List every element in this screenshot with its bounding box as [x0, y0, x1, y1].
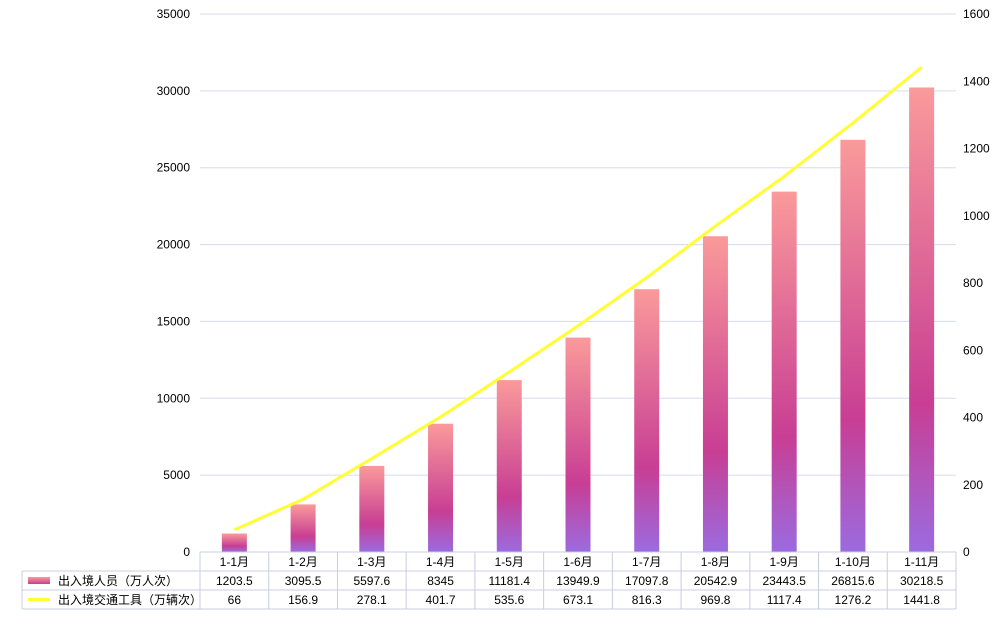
table-value-line: 673.1 [563, 593, 593, 607]
category-label: 1-11月 [904, 555, 939, 569]
category-label: 1-8月 [701, 555, 730, 569]
table-value-line: 1441.8 [903, 593, 940, 607]
bar [634, 289, 660, 552]
table-value-line: 1276.2 [835, 593, 872, 607]
table-value-line: 816.3 [632, 593, 662, 607]
bar [359, 465, 385, 552]
category-label: 1-5月 [495, 555, 524, 569]
table-value-line: 66 [228, 593, 242, 607]
right-tick-label: 1200 [963, 142, 990, 156]
table-value-bar: 26815.6 [831, 574, 875, 588]
left-tick-label: 30000 [157, 84, 191, 98]
table-value-bar: 13949.9 [556, 574, 600, 588]
right-tick-label: 800 [963, 276, 983, 290]
table-value-bar: 1203.5 [216, 574, 253, 588]
table-value-line: 535.6 [494, 593, 524, 607]
bar [221, 533, 247, 552]
category-label: 1-4月 [426, 555, 455, 569]
right-tick-label: 400 [963, 411, 983, 425]
bar [702, 236, 728, 553]
bar-series [221, 87, 935, 553]
left-tick-label: 35000 [157, 7, 191, 21]
table-value-bar: 23443.5 [762, 574, 806, 588]
bar [565, 337, 591, 552]
bar [840, 139, 866, 553]
table-value-bar: 30218.5 [900, 574, 944, 588]
right-tick-label: 1000 [963, 209, 990, 223]
left-tick-label: 10000 [157, 391, 191, 405]
category-label: 1-7月 [632, 555, 661, 569]
legend-key-bar [28, 577, 50, 584]
table-value-bar: 8345 [427, 574, 454, 588]
category-label: 1-10月 [835, 555, 871, 569]
table-value-bar: 11181.4 [488, 574, 530, 588]
line-series [233, 66, 923, 532]
category-label: 1-6月 [563, 555, 592, 569]
bar [909, 87, 935, 553]
left-tick-label: 25000 [157, 161, 191, 175]
right-tick-label: 0 [963, 545, 970, 559]
category-label: 1-1月 [220, 555, 249, 569]
data-table: 1-1月 1-2月 1-3月 1-4月 1-5月 1-6月 1-7月 1-8月 1-9月 1-10… [21, 551, 957, 610]
table-value-bar: 20542.9 [694, 574, 738, 588]
right-tick-label: 1600 [963, 7, 990, 21]
right-tick-label: 1400 [963, 74, 990, 88]
line-path [233, 66, 923, 532]
right-tick-label: 600 [963, 343, 983, 357]
bar [496, 380, 522, 552]
legend-label-bar: 出入境人员（万人次） [58, 573, 178, 588]
table-value-line: 1117.4 [767, 593, 802, 607]
table-value-line: 969.8 [700, 593, 730, 607]
table-value-line: 278.1 [357, 593, 387, 607]
table-value-bar: 3095.5 [285, 574, 322, 588]
table-value-line: 401.7 [426, 593, 456, 607]
category-label: 1-2月 [288, 555, 317, 569]
table-value-bar: 5597.6 [353, 574, 390, 588]
category-label: 1-9月 [770, 555, 799, 569]
left-tick-label: 15000 [157, 314, 191, 328]
left-tick-label: 20000 [157, 238, 191, 252]
table-value-bar: 17097.8 [625, 574, 669, 588]
bar [771, 191, 797, 553]
right-tick-label: 200 [963, 478, 983, 492]
category-label: 1-3月 [357, 555, 386, 569]
left-tick-label: 5000 [163, 468, 190, 482]
right-axis-ticks: 0 200 400 600 800 1000 1200 1400 1600 [963, 7, 990, 559]
bar [290, 504, 316, 552]
left-axis-ticks: 0 5000 10000 15000 20000 25000 30000 35000 [157, 7, 191, 559]
legend-label-line: 出入境交通工具（万辆次） [58, 592, 202, 607]
table-value-line: 156.9 [288, 593, 318, 607]
left-tick-label: 0 [183, 545, 190, 559]
bar [428, 423, 454, 552]
